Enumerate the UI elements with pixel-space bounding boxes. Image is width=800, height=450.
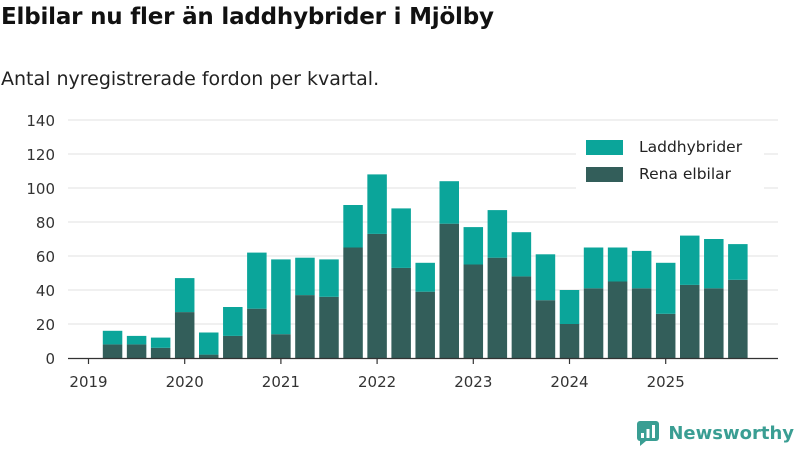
bar-rena-elbilar (583, 288, 604, 358)
x-tick-label: 2024 (550, 373, 588, 391)
bar-laddhybrider (463, 227, 484, 265)
bar-rena-elbilar (463, 264, 484, 358)
bar-rena-elbilar (199, 354, 219, 358)
bar-laddhybrider (126, 335, 147, 345)
bar-laddhybrider (247, 252, 267, 309)
bar-laddhybrider (150, 337, 171, 348)
bar-rena-elbilar (343, 247, 363, 358)
bar-laddhybrider (511, 232, 532, 277)
newsworthy-logo-icon (637, 421, 660, 446)
bar-rena-elbilar (319, 296, 339, 358)
y-tick-label: 60 (36, 248, 55, 266)
bar-rena-elbilar (150, 347, 171, 358)
y-tick-label: 140 (26, 112, 55, 130)
bar-rena-elbilar (295, 295, 315, 358)
legend: Laddhybrider Rena elbilar (576, 131, 764, 189)
chart-subtitle: Antal nyregistrerade fordon per kvartal. (1, 68, 380, 90)
bar-laddhybrider (704, 239, 724, 289)
bar-laddhybrider (102, 330, 123, 345)
bar-laddhybrider (655, 262, 676, 314)
x-tick-label: 2022 (358, 373, 396, 391)
bar-rena-elbilar (631, 288, 652, 358)
bars (102, 174, 748, 358)
legend-swatch-rena-elbilar (586, 166, 623, 182)
bar-rena-elbilar (247, 308, 267, 358)
x-tick-label: 2019 (69, 373, 107, 391)
brand[interactable]: Newsworthy (636, 420, 794, 446)
bar-rena-elbilar (271, 334, 291, 358)
bar-laddhybrider (487, 210, 508, 258)
bar-laddhybrider (559, 290, 580, 324)
bar-laddhybrider (199, 332, 219, 355)
legend-item-rena-elbilar: Rena elbilar (586, 165, 731, 183)
legend-swatch-laddhybrider (586, 139, 623, 155)
x-tick-label: 2020 (166, 373, 204, 391)
bar-rena-elbilar (607, 281, 628, 358)
x-tick-label: 2025 (647, 373, 685, 391)
bar-rena-elbilar (680, 284, 700, 358)
y-tick-label: 40 (36, 282, 55, 300)
bar-laddhybrider (728, 244, 748, 280)
y-tick-label: 20 (36, 316, 55, 334)
chart-title: Elbilar nu fler än laddhybrider i Mjölby (1, 4, 494, 30)
bar-laddhybrider (174, 278, 195, 313)
bar-rena-elbilar (655, 313, 676, 358)
bar-rena-elbilar (415, 291, 435, 358)
x-tick-label: 2021 (262, 373, 300, 391)
bar-laddhybrider (631, 250, 652, 289)
bar-laddhybrider (367, 174, 387, 234)
bar-rena-elbilar (102, 344, 123, 358)
bar-laddhybrider (680, 235, 700, 285)
bar-rena-elbilar (126, 344, 147, 358)
bar-laddhybrider (319, 259, 339, 297)
bar-rena-elbilar (728, 279, 748, 358)
bar-rena-elbilar (439, 223, 459, 358)
bar-laddhybrider (295, 257, 315, 296)
bar-rena-elbilar (367, 233, 387, 358)
legend-item-laddhybrider: Laddhybrider (586, 138, 742, 156)
brand-name: Newsworthy (668, 422, 794, 444)
bar-rena-elbilar (174, 312, 195, 358)
x-axis-ticks: 2019 2020 2021 2022 2023 2024 2025 (69, 358, 685, 391)
y-axis-ticks: 0 20 40 60 80 100 120 140 (26, 112, 55, 368)
bar-rena-elbilar (391, 267, 411, 358)
y-tick-label: 100 (26, 180, 55, 198)
bar-rena-elbilar (223, 335, 243, 358)
bar-laddhybrider (343, 205, 363, 248)
bar-laddhybrider (439, 181, 459, 224)
bar-rena-elbilar (704, 288, 724, 358)
y-tick-label: 120 (26, 146, 55, 164)
legend-label-rena-elbilar: Rena elbilar (639, 165, 732, 183)
y-tick-label: 80 (36, 214, 55, 232)
y-tick-label: 0 (45, 350, 55, 368)
legend-label-laddhybrider: Laddhybrider (639, 138, 743, 156)
bar-laddhybrider (271, 259, 291, 335)
bar-rena-elbilar (559, 324, 580, 358)
bar-rena-elbilar (511, 276, 532, 358)
bar-laddhybrider (607, 247, 628, 282)
bar-laddhybrider (415, 262, 435, 292)
bar-rena-elbilar (487, 257, 508, 358)
bar-laddhybrider (535, 254, 556, 301)
bar-laddhybrider (391, 208, 411, 268)
bar-laddhybrider (583, 247, 604, 289)
x-tick-label: 2023 (454, 373, 492, 391)
bar-laddhybrider (223, 307, 243, 336)
bar-rena-elbilar (535, 300, 556, 358)
